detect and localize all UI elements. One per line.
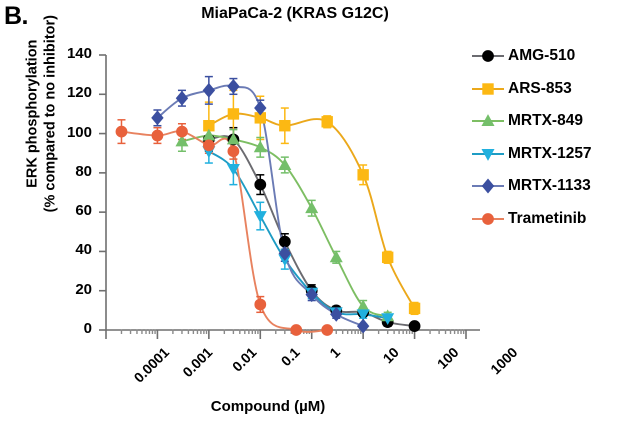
y-tick-label: 60 — [75, 202, 92, 220]
data-point-marker — [356, 318, 370, 334]
data-point-marker — [254, 100, 267, 116]
data-point-marker — [408, 302, 421, 315]
legend-marker-icon — [470, 111, 506, 131]
legend-label: MRTX-1133 — [508, 177, 591, 195]
data-point-marker — [481, 178, 495, 194]
y-tick-label: 80 — [75, 162, 92, 180]
data-point-marker — [321, 324, 334, 336]
legend-marker-icon — [470, 46, 506, 66]
legend-item-amg-510[interactable]: AMG-510 — [470, 40, 592, 73]
data-point-marker — [176, 125, 188, 138]
x-axis-label: Compound (µM) — [210, 398, 326, 415]
data-point-marker — [253, 140, 267, 153]
data-point-marker — [278, 245, 292, 261]
data-point-marker — [356, 299, 370, 312]
legend-item-mrtx-1257[interactable]: MRTX-1257 — [470, 138, 592, 171]
data-point-marker — [151, 110, 164, 126]
chart-title: MiaPaCa-2 (KRAS G12C) — [201, 5, 389, 22]
legend-item-mrtx-849[interactable]: MRTX-849 — [470, 105, 592, 138]
data-point-marker — [202, 139, 215, 152]
legend-marker-icon — [470, 144, 506, 164]
data-point-marker — [481, 114, 495, 127]
legend-label: MRTX-849 — [508, 112, 583, 130]
series-markers — [115, 78, 421, 336]
legend-item-trametinib[interactable]: Trametinib — [470, 203, 592, 236]
data-point-marker — [356, 309, 370, 322]
data-point-marker — [253, 211, 267, 223]
legend-label: ARS-853 — [508, 79, 572, 97]
series-curves — [121, 84, 416, 333]
data-point-marker — [305, 287, 318, 303]
legend-label: MRTX-1257 — [508, 144, 592, 162]
legend-marker-icon — [470, 209, 506, 229]
y-tick-label: 40 — [75, 241, 92, 259]
data-point-marker — [151, 129, 164, 142]
data-point-marker — [254, 298, 267, 311]
chart-legend: AMG-510 ARS-853 MRTX-849 MRTX-1257 MRTX-1133… — [470, 40, 592, 235]
data-point-marker — [329, 250, 343, 263]
data-point-marker — [408, 320, 421, 332]
legend-label: AMG-510 — [508, 47, 576, 65]
legend-item-ars-853[interactable]: ARS-853 — [470, 73, 592, 106]
data-point-marker — [481, 148, 495, 161]
y-tick-label: 0 — [83, 320, 92, 337]
data-point-marker — [357, 169, 369, 181]
legend-marker-icon — [470, 176, 506, 196]
data-point-marker — [330, 306, 343, 322]
y-tick-label: 100 — [66, 123, 92, 141]
data-point-marker — [175, 134, 189, 147]
data-point-marker — [321, 116, 333, 128]
data-point-marker — [290, 324, 303, 336]
data-point-marker — [227, 78, 240, 94]
data-point-marker — [115, 125, 128, 138]
data-point-marker — [381, 313, 395, 326]
data-point-marker — [227, 145, 240, 158]
data-point-marker — [254, 178, 267, 191]
y-tick-label: 140 — [66, 45, 92, 62]
y-tick-label: 20 — [75, 280, 92, 298]
data-point-marker — [203, 120, 215, 132]
data-point-marker — [226, 132, 240, 145]
data-point-marker — [305, 201, 319, 214]
data-point-marker — [482, 83, 494, 95]
legend-marker-icon — [470, 79, 506, 99]
data-point-marker — [175, 90, 189, 106]
data-point-marker — [482, 50, 494, 63]
data-point-marker — [227, 108, 240, 120]
data-point-marker — [278, 158, 292, 170]
data-point-marker — [381, 251, 394, 264]
data-point-marker — [278, 235, 291, 248]
legend-item-mrtx-1133[interactable]: MRTX-1133 — [470, 170, 592, 203]
data-point-marker — [279, 120, 291, 132]
panel-label: B. — [4, 2, 29, 30]
legend-label: Trametinib — [508, 209, 587, 227]
data-point-marker — [482, 212, 494, 225]
data-point-marker — [254, 112, 266, 124]
data-point-marker — [202, 128, 216, 141]
data-point-marker — [202, 82, 216, 98]
y-tick-label: 120 — [66, 84, 92, 102]
data-point-marker — [226, 163, 240, 176]
